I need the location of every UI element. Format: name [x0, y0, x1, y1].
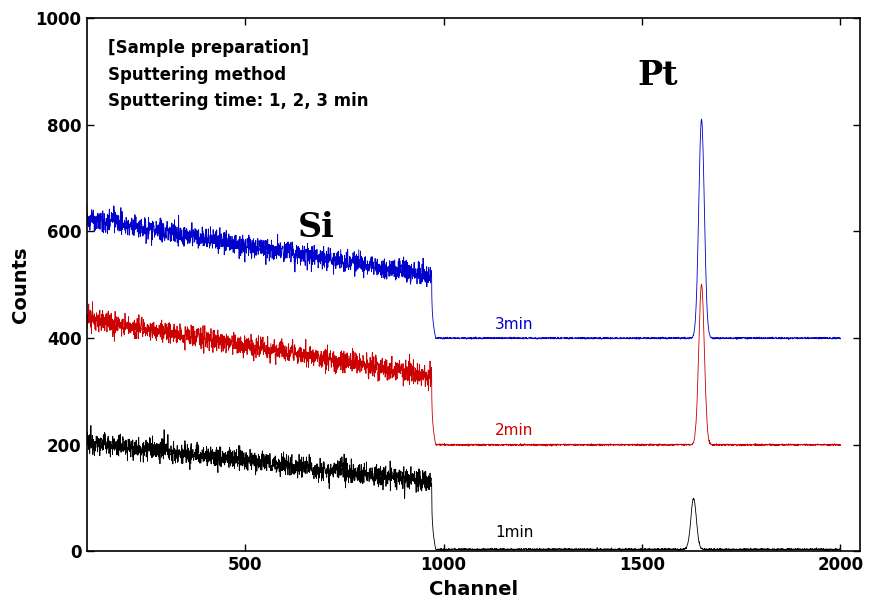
Text: [Sample preparation]
Sputtering method
Sputtering time: 1, 2, 3 min: [Sample preparation] Sputtering method S… — [109, 40, 369, 110]
Text: 3min: 3min — [496, 317, 534, 331]
Text: Si: Si — [298, 211, 335, 244]
Text: 2min: 2min — [496, 423, 533, 438]
X-axis label: Channel: Channel — [429, 580, 518, 599]
Y-axis label: Counts: Counts — [11, 246, 30, 323]
Text: 1min: 1min — [496, 525, 533, 539]
Text: Pt: Pt — [638, 59, 678, 92]
